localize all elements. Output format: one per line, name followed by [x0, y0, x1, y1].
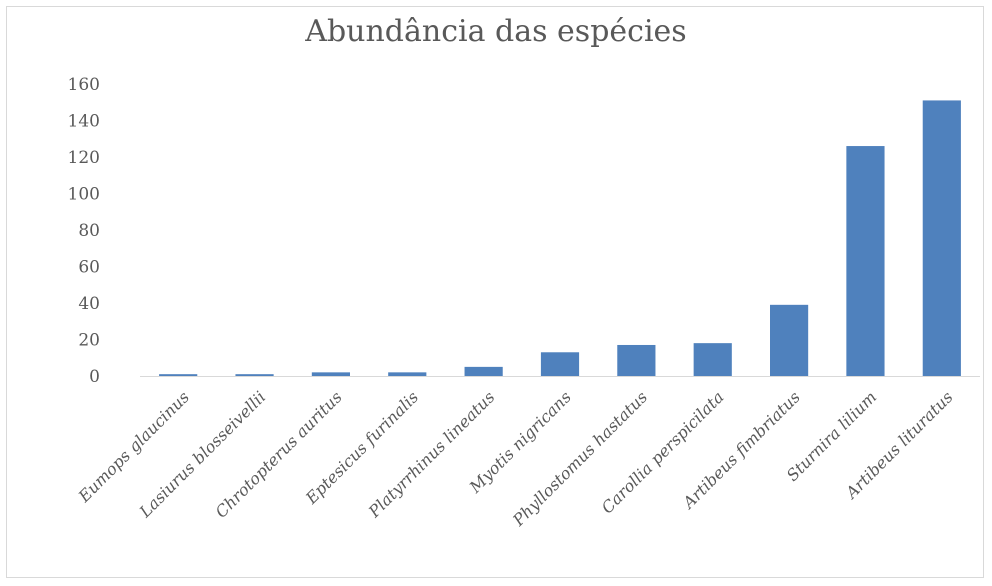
chart-frame: [6, 6, 984, 578]
chart-title: Abundância das espécies: [305, 14, 687, 49]
y-tick-label: 80: [78, 221, 100, 241]
y-tick-label: 0: [89, 367, 100, 387]
y-tick-label: 20: [78, 331, 100, 351]
y-tick-label: 40: [78, 294, 100, 314]
bars: [159, 100, 961, 377]
bar-chrotopterus-auritus: [311, 372, 350, 376]
bar-artibeus-lituratus: [922, 100, 961, 377]
bar-sturnira-lilium: [846, 146, 885, 376]
bar-platyrrhinus-lineatus: [464, 366, 503, 376]
bar-eptesicus-furinalis: [388, 372, 427, 376]
y-tick-label: 120: [68, 148, 100, 168]
bar-phyllostomus-hastatus: [617, 344, 656, 376]
y-tick-label: 100: [68, 185, 100, 205]
bar-eumops-glaucinus: [159, 374, 198, 376]
x-tick-label: Chrotopterus auritus: [211, 387, 345, 521]
bar-artibeus-fimbriatus: [770, 304, 809, 376]
y-axis-ticks: 0 20 40 60 80 100 120 140 160: [68, 75, 100, 387]
bar-myotis-nigricans: [540, 352, 580, 376]
x-tick-label: Phyllostomus hastatus: [508, 387, 651, 530]
x-tick-label: Lasiurus blosseivellii: [135, 387, 269, 521]
y-tick-label: 160: [68, 75, 100, 95]
x-tick-label: Platyrrhinus lineatus: [364, 387, 498, 521]
y-tick-label: 140: [68, 112, 100, 132]
bar-carollia-perspicilata: [693, 343, 732, 376]
y-tick-label: 60: [78, 258, 100, 278]
bar-lasiurus-blosseivellii: [235, 374, 274, 376]
